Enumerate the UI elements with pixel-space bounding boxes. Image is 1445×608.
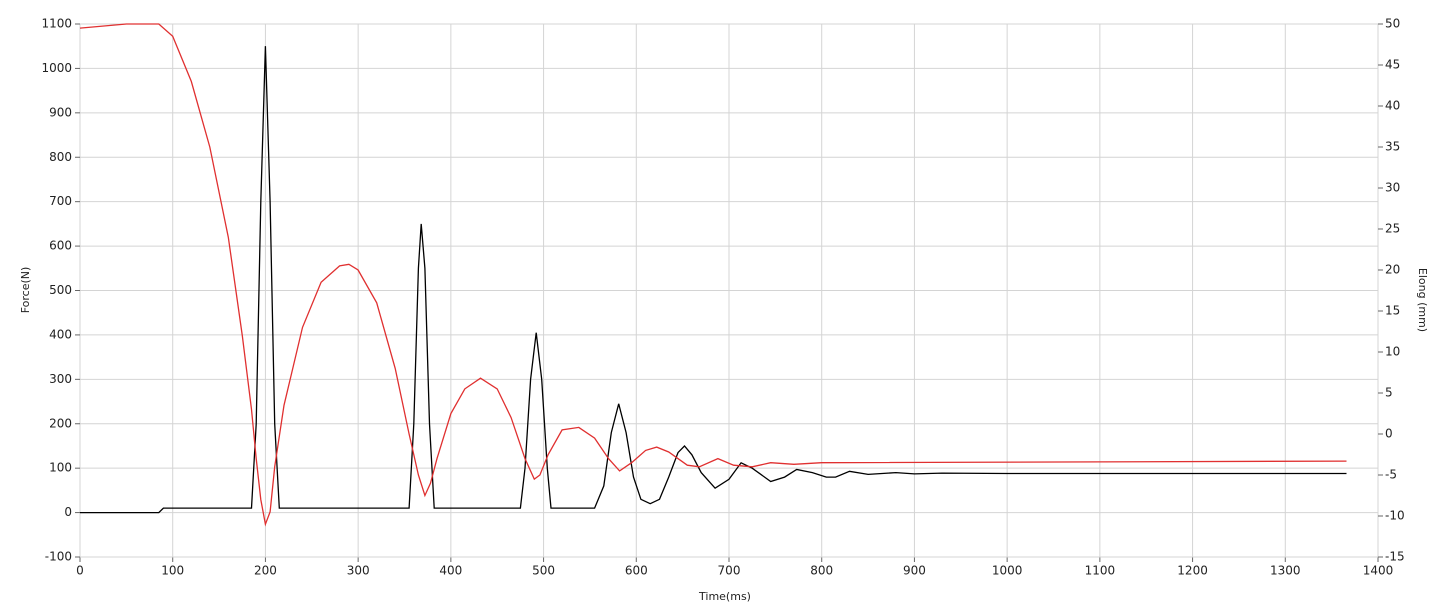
y-tick-label: 200 — [49, 416, 72, 430]
x-tick-label: 1200 — [1177, 564, 1208, 578]
x-tick-label: 100 — [161, 564, 184, 578]
x-tick-label: 1100 — [1085, 564, 1116, 578]
y-tick-label: 700 — [49, 194, 72, 208]
y-tick-label: 500 — [49, 283, 72, 297]
x-axis-label: Time(ms) — [698, 590, 751, 603]
y2-tick-label: 45 — [1385, 58, 1400, 72]
data-line — [80, 46, 1347, 514]
y2-tick-label: 20 — [1385, 263, 1400, 277]
x-tick-label: 600 — [625, 564, 648, 578]
x-tick-label: 1000 — [992, 564, 1023, 578]
y-axis-label: Force(N) — [19, 267, 32, 314]
x-tick-label: 500 — [532, 564, 555, 578]
x-tick-label: 200 — [254, 564, 277, 578]
y-tick-label: 300 — [49, 372, 72, 386]
x-tick-label: 900 — [903, 564, 926, 578]
x-tick-label: 400 — [439, 564, 462, 578]
data-line — [79, 23, 1347, 527]
y2-tick-label: 50 — [1385, 17, 1400, 31]
y2-tick-label: 10 — [1385, 345, 1400, 359]
y-tick-label: 800 — [49, 150, 72, 164]
x-tick-label: 1300 — [1270, 564, 1301, 578]
y-tick-label: 900 — [49, 105, 72, 119]
y2-tick-label: 5 — [1385, 386, 1393, 400]
x-tick-label: 1400 — [1363, 564, 1394, 578]
y2-tick-label: 40 — [1385, 99, 1400, 113]
x-tick-label: 300 — [347, 564, 370, 578]
y-tick-label: 1000 — [41, 61, 72, 75]
y-tick-label: 400 — [49, 327, 72, 341]
y-tick-label: 1100 — [41, 17, 72, 31]
x-tick-label: 800 — [810, 564, 833, 578]
y2-tick-label: 35 — [1385, 140, 1400, 154]
x-tick-label: 700 — [718, 564, 741, 578]
y-tick-label: 0 — [64, 505, 72, 519]
y-tick-label: 600 — [49, 239, 72, 253]
y2-tick-label: -5 — [1385, 468, 1397, 482]
y2-tick-label: -10 — [1385, 509, 1405, 523]
y-tick-label: -100 — [45, 550, 72, 564]
y2-tick-label: 0 — [1385, 427, 1393, 441]
y2-tick-label: 25 — [1385, 222, 1400, 236]
y-tick-label: 100 — [49, 461, 72, 475]
y2-tick-label: 30 — [1385, 181, 1400, 195]
y2-tick-label: -15 — [1385, 550, 1405, 564]
x-tick-label: 0 — [76, 564, 84, 578]
y2-axis-label: Elong (mm) — [1416, 268, 1429, 332]
y2-tick-label: 15 — [1385, 304, 1400, 318]
